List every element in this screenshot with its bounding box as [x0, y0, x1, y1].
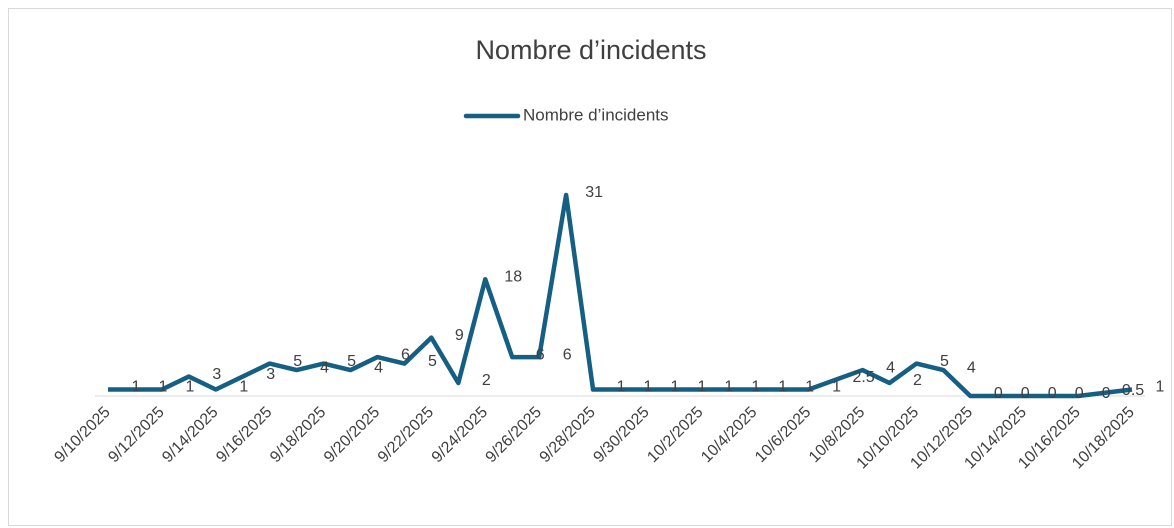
data-label: 1	[617, 379, 626, 396]
data-line	[108, 192, 1133, 399]
data-label: 1	[1156, 379, 1165, 396]
data-label: 0.5	[1122, 382, 1144, 399]
legend-label: Nombre d’incidents	[523, 105, 669, 124]
data-label: 1	[158, 379, 167, 396]
data-label: 1	[644, 379, 653, 396]
data-label: 5	[293, 353, 302, 370]
data-label: 4	[320, 359, 329, 376]
data-label: 1	[132, 379, 141, 396]
data-label: 5	[428, 353, 437, 370]
data-label: 4	[967, 359, 976, 376]
data-label: 1	[185, 379, 194, 396]
data-label: 1	[724, 379, 733, 396]
data-label: 1	[778, 379, 787, 396]
data-label: 6	[401, 346, 410, 363]
data-label: 0	[1048, 385, 1057, 402]
data-label: 4	[374, 359, 383, 376]
data-label: 1	[751, 379, 760, 396]
data-label: 0	[1102, 385, 1111, 402]
data-label: 4	[886, 359, 895, 376]
data-label: 3	[212, 366, 221, 383]
data-label: 31	[585, 184, 603, 201]
data-label: 5	[347, 353, 356, 370]
chart-border	[8, 8, 1172, 526]
data-label: 9	[455, 327, 464, 344]
data-label: 2.5	[852, 369, 874, 386]
data-label: 5	[940, 353, 949, 370]
data-label: 1	[239, 379, 248, 396]
chart-title: Nombre d’incidents	[475, 35, 706, 65]
data-label: 1	[697, 379, 706, 396]
data-label: 2	[482, 372, 491, 389]
data-label: 3	[266, 366, 275, 383]
data-label: 2	[913, 372, 922, 389]
data-label: 0	[994, 385, 1003, 402]
data-label: 18	[504, 268, 522, 285]
data-label: 1	[832, 379, 841, 396]
data-label: 1	[805, 379, 814, 396]
data-label: 6	[563, 346, 572, 363]
data-label: 0	[1075, 385, 1084, 402]
data-label: 1	[670, 379, 679, 396]
data-label: 6	[536, 346, 545, 363]
data-label: 0	[1021, 385, 1030, 402]
